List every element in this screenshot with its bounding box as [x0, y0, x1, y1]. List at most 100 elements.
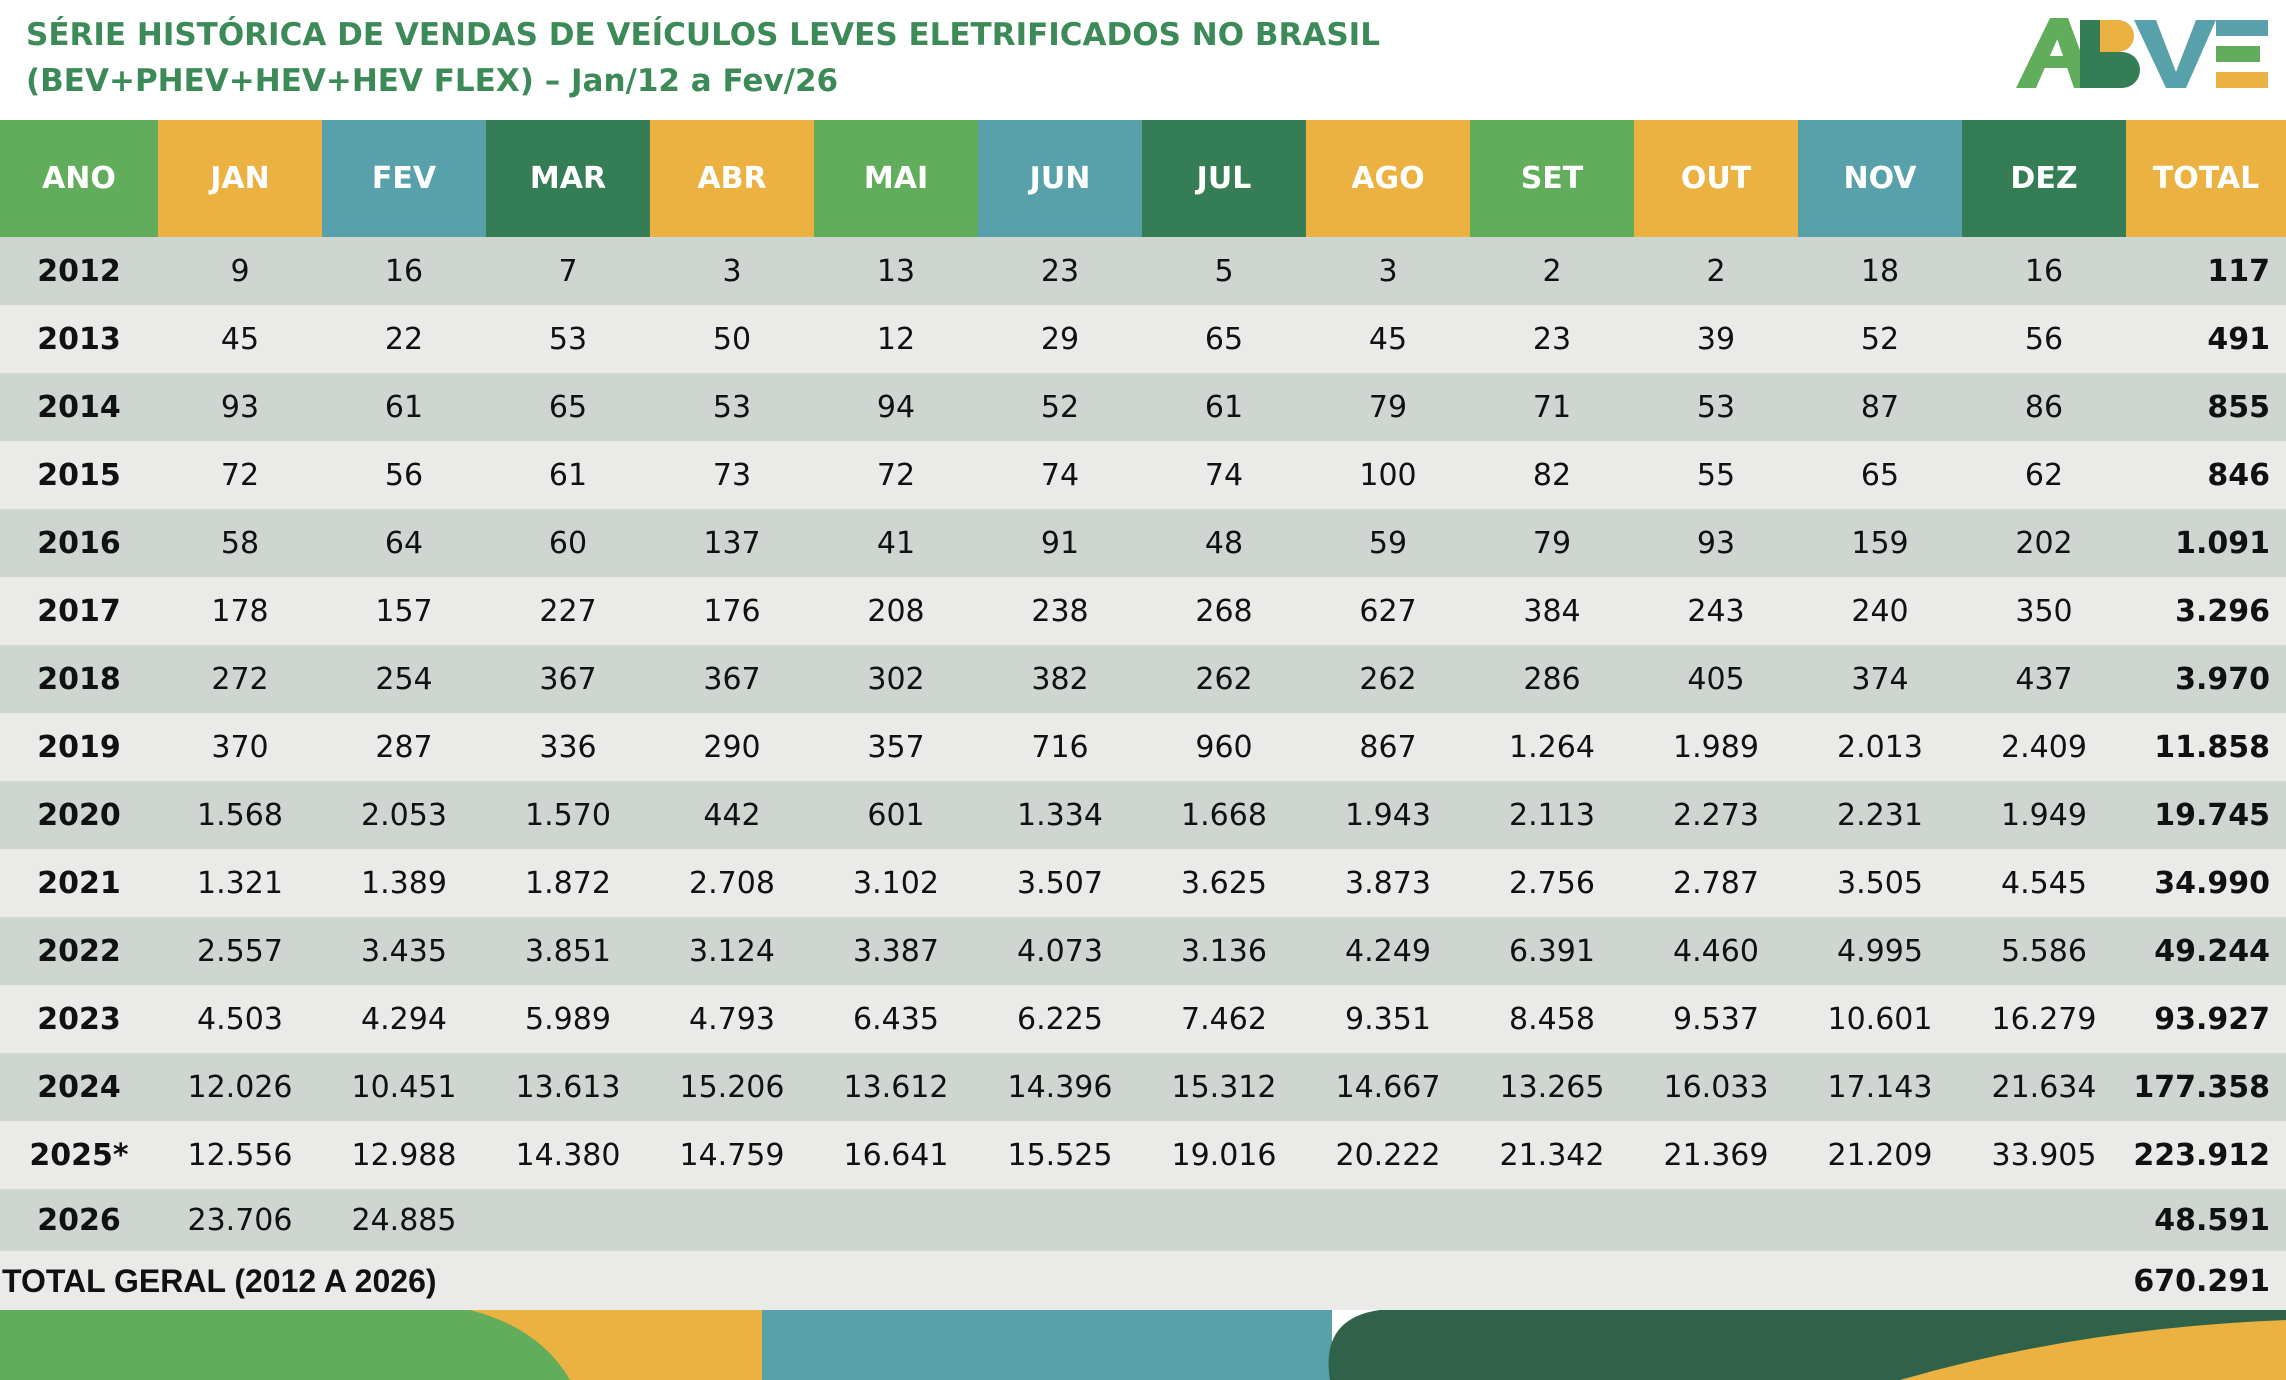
column-header: DEZ [1962, 120, 2126, 237]
month-value-cell [1634, 1189, 1798, 1251]
month-value-cell: 87 [1798, 373, 1962, 441]
month-value-cell: 21.209 [1798, 1121, 1962, 1189]
year-cell: 2024 [0, 1053, 158, 1121]
month-value-cell: 262 [1306, 645, 1470, 713]
month-value-cell: 50 [650, 305, 814, 373]
month-value-cell: 45 [1306, 305, 1470, 373]
month-value-cell: 72 [158, 441, 322, 509]
month-value-cell: 22 [322, 305, 486, 373]
month-value-cell: 302 [814, 645, 978, 713]
month-value-cell: 3.873 [1306, 849, 1470, 917]
month-value-cell: 286 [1470, 645, 1634, 713]
table-row: 2017 178 157 227 176 208 238 268 627 384 243 240 350… [0, 577, 2286, 645]
table-row: 2014 93 61 65 53 94 52 61 79 71 53 87 86 855 [0, 373, 2286, 441]
month-value-cell: 2.053 [322, 781, 486, 849]
column-header: OUT [1634, 120, 1798, 237]
month-value-cell: 48 [1142, 509, 1306, 577]
total-cell: 34.990 [2126, 849, 2286, 917]
grand-total-value: 670.291 [2126, 1251, 2286, 1311]
month-value-cell: 437 [1962, 645, 2126, 713]
table-body: 2012 9 16 7 3 13 23 5 3 2 2 18 16 117 2013 45 22 53 50 12 29… [0, 237, 2286, 1311]
month-value-cell [650, 1189, 814, 1251]
month-value-cell: 16.641 [814, 1121, 978, 1189]
grand-total-label: TOTAL GERAL (2012 A 2026) [0, 1251, 2126, 1311]
total-cell: 223.912 [2126, 1121, 2286, 1189]
month-value-cell: 8.458 [1470, 985, 1634, 1053]
month-value-cell [486, 1189, 650, 1251]
month-value-cell: 176 [650, 577, 814, 645]
column-header: MAI [814, 120, 978, 237]
month-value-cell: 5.586 [1962, 917, 2126, 985]
month-value-cell: 627 [1306, 577, 1470, 645]
month-value-cell: 45 [158, 305, 322, 373]
month-value-cell: 238 [978, 577, 1142, 645]
table-row: 2023 4.503 4.294 5.989 4.793 6.435 6.225 7.462 9… [0, 985, 2286, 1053]
column-header: MAR [486, 120, 650, 237]
month-value-cell: 56 [322, 441, 486, 509]
month-value-cell: 74 [1142, 441, 1306, 509]
month-value-cell: 336 [486, 713, 650, 781]
month-value-cell: 12 [814, 305, 978, 373]
month-value-cell: 3 [650, 237, 814, 305]
month-value-cell: 65 [486, 373, 650, 441]
month-value-cell: 24.885 [322, 1189, 486, 1251]
month-value-cell: 159 [1798, 509, 1962, 577]
month-value-cell: 65 [1798, 441, 1962, 509]
total-cell: 19.745 [2126, 781, 2286, 849]
month-value-cell: 178 [158, 577, 322, 645]
table-row: 2013 45 22 53 50 12 29 65 45 23 39 52 56 491 [0, 305, 2286, 373]
table-row: 2025* 12.556 12.988 14.380 14.759 16.641 15.52… [0, 1121, 2286, 1189]
decorative-footer-band [0, 1310, 2286, 1380]
month-value-cell: 867 [1306, 713, 1470, 781]
month-value-cell [1962, 1189, 2126, 1251]
month-value-cell: 3.507 [978, 849, 1142, 917]
year-cell: 2016 [0, 509, 158, 577]
month-value-cell: 1.989 [1634, 713, 1798, 781]
month-value-cell: 268 [1142, 577, 1306, 645]
month-value-cell: 601 [814, 781, 978, 849]
total-cell: 855 [2126, 373, 2286, 441]
month-value-cell: 82 [1470, 441, 1634, 509]
month-value-cell: 2.787 [1634, 849, 1798, 917]
month-value-cell: 14.759 [650, 1121, 814, 1189]
month-value-cell: 2.273 [1634, 781, 1798, 849]
month-value-cell: 79 [1470, 509, 1634, 577]
month-value-cell: 716 [978, 713, 1142, 781]
month-value-cell: 243 [1634, 577, 1798, 645]
month-value-cell: 33.905 [1962, 1121, 2126, 1189]
year-cell: 2012 [0, 237, 158, 305]
total-cell: 93.927 [2126, 985, 2286, 1053]
month-value-cell: 1.668 [1142, 781, 1306, 849]
month-value-cell: 4.503 [158, 985, 322, 1053]
month-value-cell: 59 [1306, 509, 1470, 577]
column-header: SET [1470, 120, 1634, 237]
month-value-cell: 202 [1962, 509, 2126, 577]
month-value-cell: 29 [978, 305, 1142, 373]
month-value-cell: 382 [978, 645, 1142, 713]
month-value-cell: 442 [650, 781, 814, 849]
month-value-cell: 290 [650, 713, 814, 781]
month-value-cell: 2.708 [650, 849, 814, 917]
year-cell: 2026 [0, 1189, 158, 1251]
month-value-cell: 93 [158, 373, 322, 441]
month-value-cell: 4.793 [650, 985, 814, 1053]
month-value-cell: 13 [814, 237, 978, 305]
month-value-cell: 12.988 [322, 1121, 486, 1189]
month-value-cell: 272 [158, 645, 322, 713]
table-row: 2012 9 16 7 3 13 23 5 3 2 2 18 16 117 [0, 237, 2286, 305]
total-cell: 48.591 [2126, 1189, 2286, 1251]
page-title: SÉRIE HISTÓRICA DE VENDAS DE VEÍCULOS LE… [26, 12, 1926, 104]
month-value-cell: 2.113 [1470, 781, 1634, 849]
month-value-cell: 3.136 [1142, 917, 1306, 985]
month-value-cell: 4.249 [1306, 917, 1470, 985]
month-value-cell: 1.943 [1306, 781, 1470, 849]
year-cell: 2013 [0, 305, 158, 373]
month-value-cell: 367 [486, 645, 650, 713]
month-value-cell: 16.279 [1962, 985, 2126, 1053]
column-header: ANO [0, 120, 158, 237]
year-cell: 2020 [0, 781, 158, 849]
column-header: AGO [1306, 120, 1470, 237]
month-value-cell: 100 [1306, 441, 1470, 509]
month-value-cell: 3.387 [814, 917, 978, 985]
total-cell: 11.858 [2126, 713, 2286, 781]
